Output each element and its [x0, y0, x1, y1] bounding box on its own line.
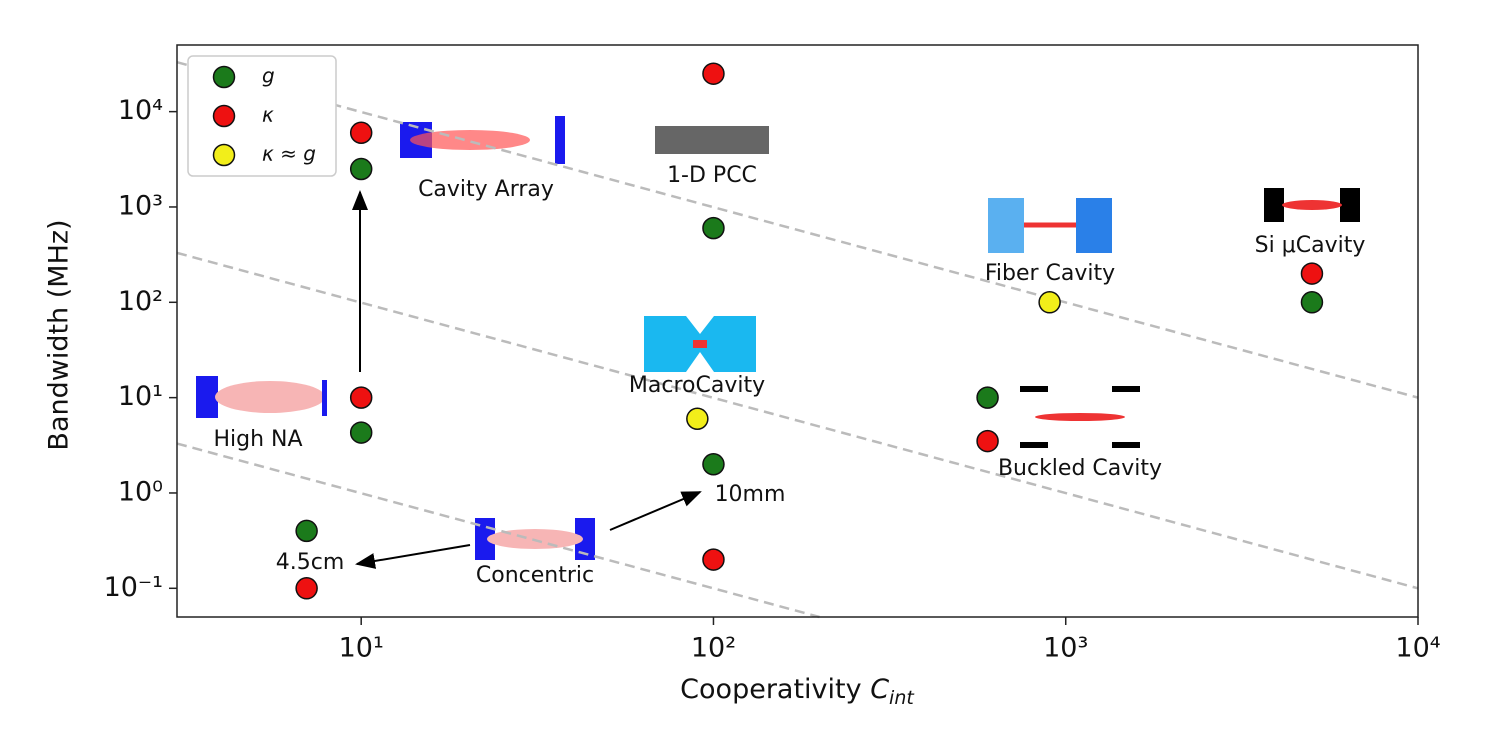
point: [976, 429, 999, 453]
guide-line: [176, 251, 1419, 590]
y-axis-label: Bandwidth (MHz): [44, 219, 75, 450]
annotation: 4.5cm: [276, 550, 345, 575]
x-axis-label-text: Cooperativity: [680, 674, 870, 705]
annotation: 10mm: [715, 482, 786, 507]
point: [349, 121, 373, 145]
icons: [196, 116, 1360, 560]
x-axis-label-sub: int: [889, 687, 915, 709]
legend-marker: [212, 143, 236, 167]
point: [1300, 262, 1324, 285]
annotation: Fiber Cavity: [985, 261, 1115, 286]
point: [349, 421, 373, 444]
x-axis-label: Cooperativity Cint: [680, 674, 915, 709]
y-tick-label: 10⁴: [118, 95, 163, 126]
legend-marker: [212, 104, 236, 128]
point: [295, 519, 318, 543]
x-tick-label: 10⁴: [1395, 633, 1440, 664]
annotation: Concentric: [476, 563, 594, 588]
y-tick-label: 10²: [118, 286, 163, 317]
legend-label: κ: [262, 103, 274, 127]
point: [702, 62, 725, 85]
x-tick-label: 10²: [691, 633, 736, 664]
legend-label: κ ≈ g: [262, 142, 316, 166]
legend-marker: [212, 65, 236, 89]
plot-frame: [176, 44, 1419, 618]
point: [1038, 291, 1061, 314]
annotation: 1-D PCC: [667, 163, 757, 188]
x-tick-label: 10¹: [339, 633, 384, 664]
point: [976, 386, 999, 409]
legend-label: g: [262, 64, 275, 88]
y-tick-label: 10³: [118, 190, 163, 221]
point: [349, 157, 373, 181]
annotation: Si μCavity: [1255, 233, 1366, 258]
y-tick-label: 10⁰: [118, 476, 163, 507]
x-tick-label: 10³: [1043, 633, 1088, 664]
point: [349, 386, 373, 409]
point: [295, 577, 318, 600]
x-axis-label-var: C: [870, 674, 889, 705]
annotation: Buckled Cavity: [998, 456, 1162, 481]
point: [702, 548, 725, 571]
arrow: [355, 544, 471, 569]
arrow: [609, 491, 702, 531]
annotation: High NA: [213, 427, 302, 452]
annotation: Cavity Array: [418, 177, 554, 202]
y-tick-label: 10⁻¹: [104, 572, 163, 603]
point: [702, 216, 725, 240]
point: [702, 453, 725, 476]
y-tick-label: 10¹: [118, 381, 163, 412]
point: [1300, 291, 1324, 314]
point: [686, 407, 709, 431]
guide-line: [176, 60, 1419, 399]
annotation: MacroCavity: [629, 373, 765, 398]
